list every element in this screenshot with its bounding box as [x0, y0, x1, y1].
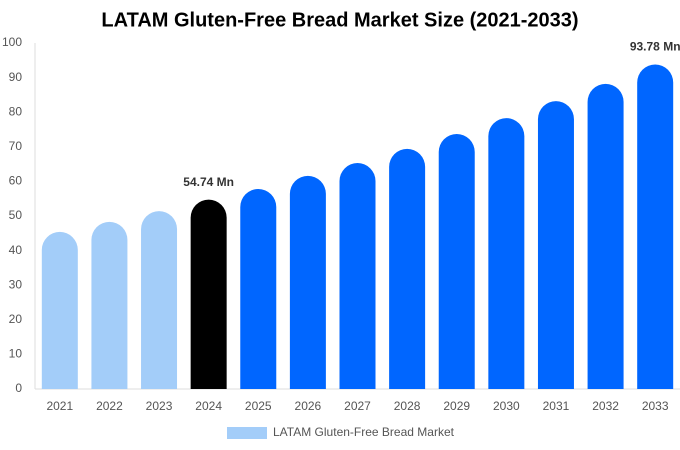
x-tick-label: 2023	[146, 399, 173, 413]
y-tick-label: 0	[15, 381, 22, 395]
bar	[289, 175, 326, 389]
value-label: 93.78 Mn	[630, 40, 680, 54]
x-tick-label: 2021	[46, 399, 73, 413]
x-tick-label: 2031	[543, 399, 570, 413]
bar	[488, 118, 525, 389]
x-tick-label: 2029	[443, 399, 470, 413]
value-label: 54.74 Mn	[183, 175, 234, 189]
x-tick-label: 2028	[394, 399, 421, 413]
x-tick-label: 2022	[96, 399, 123, 413]
bar	[91, 221, 128, 389]
bar	[240, 189, 277, 389]
bar	[339, 163, 376, 389]
x-tick-label: 2026	[295, 399, 322, 413]
y-tick-label: 80	[9, 104, 23, 118]
x-tick-label: 2033	[642, 399, 669, 413]
bar	[141, 211, 178, 389]
bar	[438, 133, 475, 389]
bar	[587, 83, 624, 389]
legend-swatch	[227, 427, 267, 439]
bar	[41, 231, 78, 389]
y-tick-label: 50	[9, 208, 23, 222]
bar	[637, 64, 674, 389]
y-tick-label: 30	[9, 277, 23, 291]
chart-title: LATAM Gluten-Free Bread Market Size (202…	[101, 9, 578, 31]
bar	[389, 148, 426, 389]
y-tick-label: 100	[2, 35, 22, 49]
y-tick-label: 40	[9, 243, 23, 257]
x-tick-label: 2030	[493, 399, 520, 413]
y-tick-label: 70	[9, 139, 23, 153]
x-tick-label: 2027	[344, 399, 371, 413]
y-tick-label: 20	[9, 312, 23, 326]
y-tick-label: 90	[9, 70, 23, 84]
x-tick-label: 2024	[195, 399, 222, 413]
x-tick-label: 2025	[245, 399, 272, 413]
bar	[537, 101, 574, 390]
bar	[190, 199, 227, 389]
x-tick-label: 2032	[592, 399, 619, 413]
legend-label: LATAM Gluten-Free Bread Market	[273, 425, 455, 439]
y-tick-label: 60	[9, 174, 23, 188]
y-tick-label: 10	[9, 347, 23, 361]
